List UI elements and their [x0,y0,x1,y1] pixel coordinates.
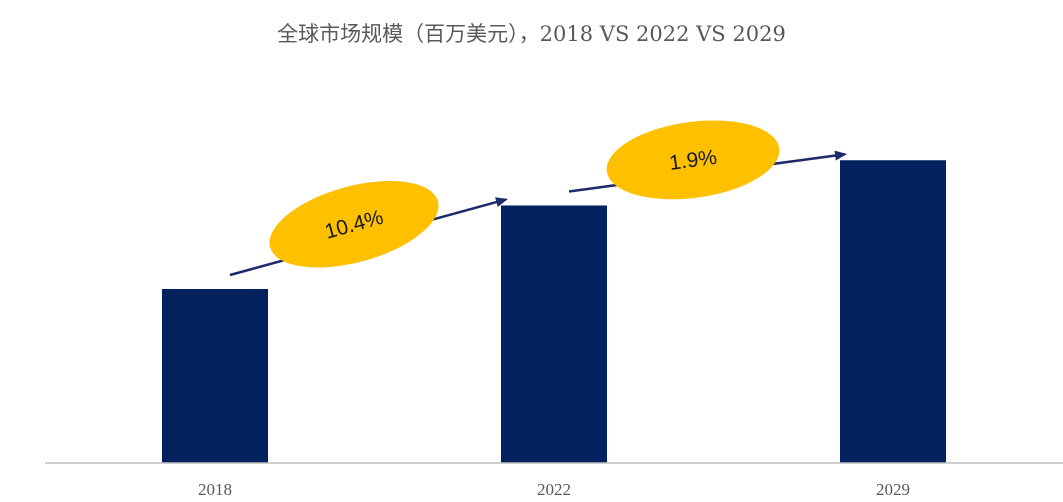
cagr-badge-2018-2022 [269,180,439,268]
bar-2018 [162,289,268,463]
chart-title: 全球市场规模（百万美元），2018 VS 2022 VS 2029 [277,22,786,46]
bar-2029 [840,160,946,464]
cagr-badge-2022-2029 [606,120,780,200]
x-tick-label-2029: 2029 [876,480,910,499]
bar-2022 [501,205,607,464]
x-tick-label-2022: 2022 [537,480,571,499]
x-tick-label-2018: 2018 [198,480,232,499]
